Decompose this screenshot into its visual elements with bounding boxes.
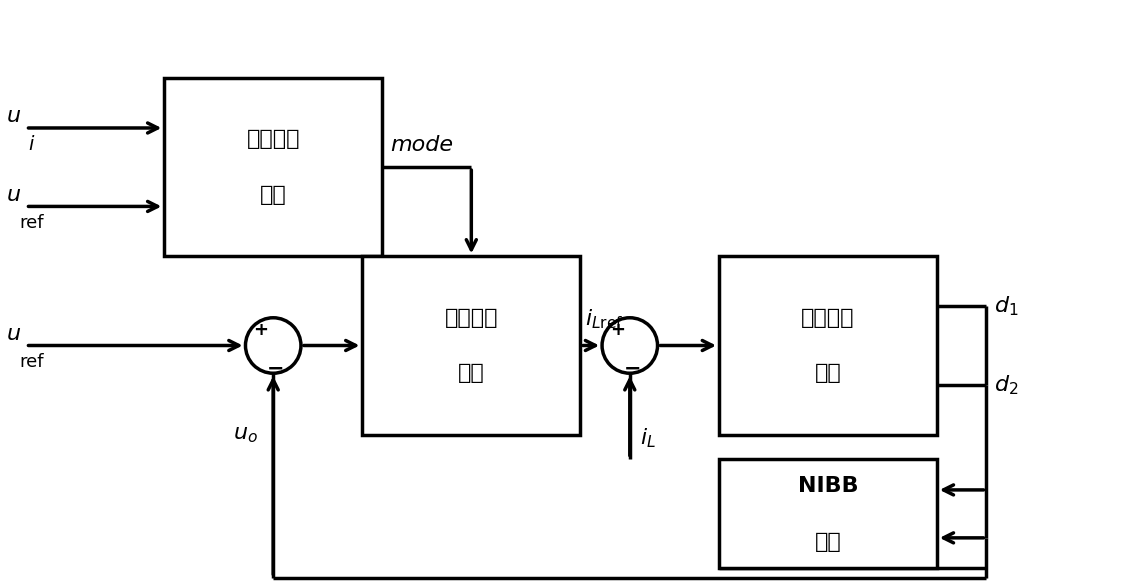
Text: +: +: [610, 321, 625, 339]
Text: $u$: $u$: [6, 106, 21, 126]
Bar: [718, 459, 937, 568]
Text: −: −: [268, 359, 285, 379]
Circle shape: [246, 318, 301, 373]
Text: $u$: $u$: [6, 185, 21, 205]
Text: 电路: 电路: [815, 532, 841, 551]
Bar: [363, 256, 580, 435]
Circle shape: [602, 318, 658, 373]
Text: i: i: [27, 135, 33, 154]
Text: −: −: [623, 359, 642, 379]
Text: 模块: 模块: [458, 363, 485, 383]
Text: $d_1$: $d_1$: [994, 295, 1019, 318]
Text: $i_L$: $i_L$: [639, 426, 656, 449]
Text: $u$: $u$: [6, 323, 21, 343]
Text: ref: ref: [19, 353, 43, 372]
Text: 电压调节: 电压调节: [445, 308, 498, 328]
Text: +: +: [253, 321, 268, 339]
Text: $d_2$: $d_2$: [994, 373, 1018, 397]
Text: 模式判定: 模式判定: [246, 130, 300, 149]
Bar: [165, 78, 382, 256]
Text: 模块: 模块: [815, 363, 841, 383]
Text: ref: ref: [19, 214, 43, 232]
Bar: [718, 256, 937, 435]
Text: mode: mode: [390, 135, 453, 155]
Text: 模块: 模块: [260, 185, 287, 205]
Text: $u_o$: $u_o$: [233, 425, 259, 445]
Text: $i_{L{\rm ref}}$: $i_{L{\rm ref}}$: [586, 307, 623, 331]
Text: NIBB: NIBB: [797, 476, 858, 496]
Text: 电流调节: 电流调节: [801, 308, 855, 328]
